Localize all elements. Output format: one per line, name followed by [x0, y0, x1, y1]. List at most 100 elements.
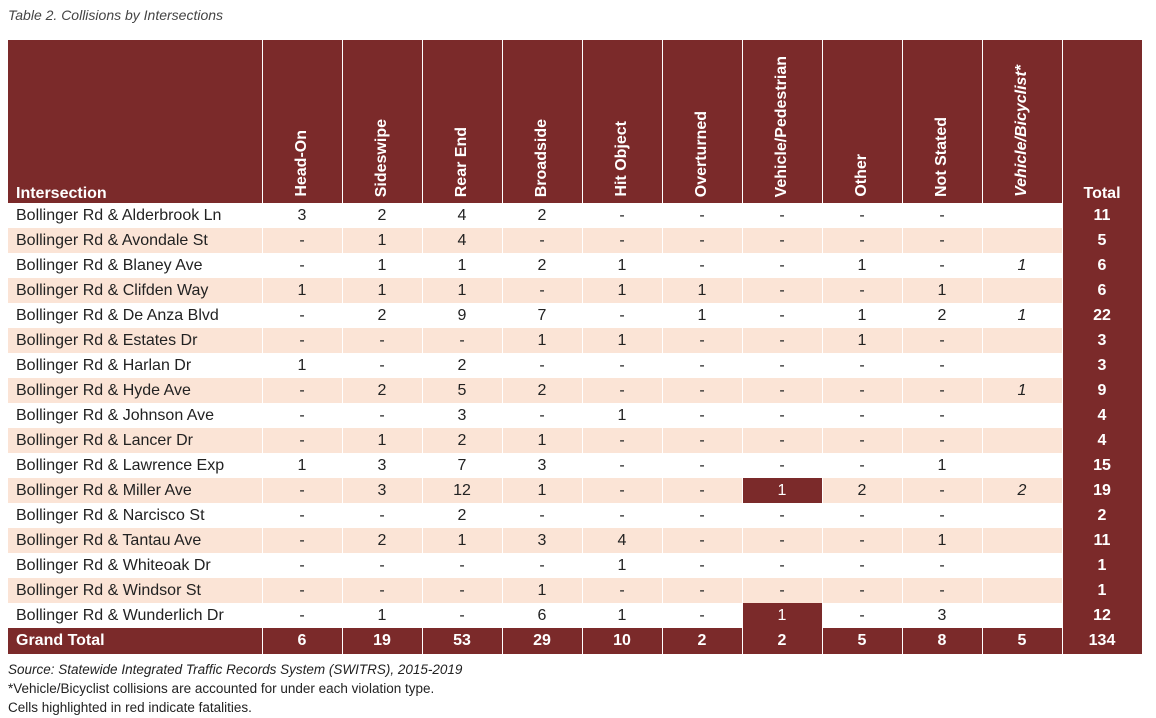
count-cell: - [342, 578, 422, 603]
count-cell: 7 [422, 453, 502, 478]
count-cell [982, 453, 1062, 478]
count-cell: - [822, 228, 902, 253]
count-cell [982, 428, 1062, 453]
count-cell [982, 228, 1062, 253]
count-cell: - [262, 378, 342, 403]
count-cell: - [662, 328, 742, 353]
fatalities-note: Cells highlighted in red indicate fatali… [8, 698, 462, 717]
table-row: Bollinger Rd & Lancer Dr -1 2 1- - - - -4 [8, 428, 1142, 453]
count-cell: 3 [502, 528, 582, 553]
count-cell: - [422, 328, 502, 353]
count-cell: - [822, 503, 902, 528]
count-cell: - [742, 503, 822, 528]
count-cell: - [502, 553, 582, 578]
header-label: Sideswipe [373, 119, 391, 197]
header-broadside: Broadside [502, 40, 582, 203]
grand-total-cell: 19 [342, 628, 422, 654]
count-cell: 1 [422, 528, 502, 553]
count-cell: - [342, 328, 422, 353]
count-cell: - [902, 553, 982, 578]
count-cell: 2 [502, 203, 582, 228]
count-cell: - [902, 253, 982, 278]
count-cell: - [262, 553, 342, 578]
count-cell: 2 [422, 353, 502, 378]
count-cell: 1 [262, 453, 342, 478]
row-total: 2 [1062, 503, 1142, 528]
count-cell: - [742, 353, 822, 378]
count-cell: - [422, 603, 502, 628]
count-cell: 2 [822, 478, 902, 503]
intersection-name: Bollinger Rd & Wunderlich Dr [8, 603, 262, 628]
table-row: Bollinger Rd & Tantau Ave -2 1 3 4- - -1 11 [8, 528, 1142, 553]
count-cell: - [742, 303, 822, 328]
table-row: Bollinger Rd & De Anza Blvd -2 9 7-1-1 2 1 22 [8, 303, 1142, 328]
row-total: 6 [1062, 253, 1142, 278]
count-cell: 1 [262, 353, 342, 378]
count-cell [982, 328, 1062, 353]
grand-total-cell: 8 [902, 628, 982, 654]
count-cell: - [742, 203, 822, 228]
count-cell: - [662, 378, 742, 403]
table-row: Bollinger Rd & Whiteoak Dr - - - -1- - - -1 [8, 553, 1142, 578]
count-cell: 6 [502, 603, 582, 628]
count-cell: - [902, 203, 982, 228]
count-cell: - [582, 378, 662, 403]
count-cell: 1 [822, 328, 902, 353]
count-cell: - [902, 353, 982, 378]
count-cell: - [662, 253, 742, 278]
intersection-name: Bollinger Rd & Harlan Dr [8, 353, 262, 378]
row-total: 11 [1062, 528, 1142, 553]
count-cell: 4 [422, 203, 502, 228]
row-total: 3 [1062, 328, 1142, 353]
count-cell: - [582, 578, 662, 603]
count-cell: - [902, 378, 982, 403]
count-cell: - [662, 428, 742, 453]
table-row: Bollinger Rd & Avondale St -1 4- - - - - -5 [8, 228, 1142, 253]
count-cell: - [582, 453, 662, 478]
count-cell: 1 [982, 303, 1062, 328]
count-cell: - [582, 503, 662, 528]
count-cell: - [822, 553, 902, 578]
count-cell: - [822, 278, 902, 303]
count-cell: 1 [582, 328, 662, 353]
count-cell: 1 [342, 278, 422, 303]
row-total: 22 [1062, 303, 1142, 328]
count-cell: 1 [822, 303, 902, 328]
table-row: Bollinger Rd & Wunderlich Dr -1-6 1-1-3 12 [8, 603, 1142, 628]
count-cell: 1 [582, 603, 662, 628]
count-cell: - [662, 578, 742, 603]
intersection-name: Bollinger Rd & Lawrence Exp [8, 453, 262, 478]
count-cell: - [262, 528, 342, 553]
collisions-table: Intersection Head-On Sideswipe Rear End … [8, 40, 1143, 654]
count-cell [982, 503, 1062, 528]
count-cell: - [582, 428, 662, 453]
count-cell: 1 [902, 453, 982, 478]
count-cell: - [502, 353, 582, 378]
header-head-on: Head-On [262, 40, 342, 203]
count-cell: - [262, 403, 342, 428]
intersection-name: Bollinger Rd & Clifden Way [8, 278, 262, 303]
count-cell: 2 [422, 428, 502, 453]
count-cell: - [342, 503, 422, 528]
count-cell: 4 [422, 228, 502, 253]
intersection-name: Bollinger Rd & Miller Ave [8, 478, 262, 503]
count-cell: 12 [422, 478, 502, 503]
count-cell: 1 [342, 428, 422, 453]
header-label: Other [853, 154, 871, 197]
row-total: 11 [1062, 203, 1142, 228]
intersection-name: Bollinger Rd & Windsor St [8, 578, 262, 603]
intersection-name: Bollinger Rd & Estates Dr [8, 328, 262, 353]
row-total: 9 [1062, 378, 1142, 403]
count-cell [982, 278, 1062, 303]
header-overturned: Overturned [662, 40, 742, 203]
row-total: 19 [1062, 478, 1142, 503]
count-cell: 3 [342, 478, 422, 503]
count-cell: - [582, 203, 662, 228]
count-cell: 1 [502, 578, 582, 603]
count-cell: 1 [502, 428, 582, 453]
count-cell: 1 [982, 253, 1062, 278]
bicyclist-note: *Vehicle/Bicyclist collisions are accoun… [8, 679, 462, 698]
count-cell: - [582, 353, 662, 378]
count-cell: 2 [342, 303, 422, 328]
count-cell: 1 [662, 278, 742, 303]
